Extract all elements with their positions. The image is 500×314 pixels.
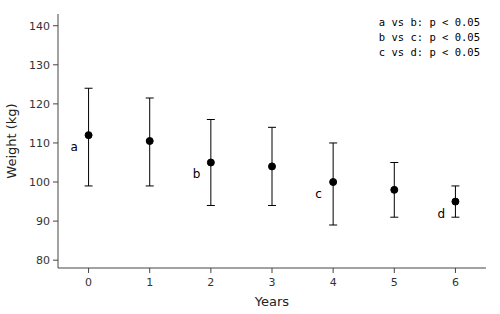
point	[452, 198, 459, 205]
y-tick-label: 140	[29, 20, 50, 33]
x-tick-label: 5	[391, 276, 398, 289]
error-bar	[390, 162, 398, 217]
x-tick	[272, 268, 273, 273]
error-bar-cap	[451, 185, 459, 186]
point-label: b	[193, 167, 201, 181]
x-tick-label: 1	[146, 276, 153, 289]
y-tick-label: 90	[36, 215, 50, 228]
x-axis-label: Years	[254, 294, 290, 309]
y-tick	[53, 221, 58, 222]
error-bar-cap	[329, 225, 337, 226]
error-bar-cap	[85, 185, 93, 186]
y-tick-label: 100	[29, 176, 50, 189]
error-bar	[207, 120, 215, 206]
y-axis-label: Weight (kg)	[4, 103, 19, 178]
y-tick-label: 130	[29, 59, 50, 72]
error-bar-cap	[207, 205, 215, 206]
annotation: c vs d: p < 0.05	[379, 46, 480, 58]
error-bar-cap	[390, 217, 398, 218]
annotation: b vs c: p < 0.05	[379, 31, 480, 43]
point	[269, 163, 276, 170]
error-bar	[268, 127, 276, 205]
y-tick	[53, 25, 58, 26]
y-tick	[53, 103, 58, 104]
y-tick-label: 120	[29, 98, 50, 111]
error-bar-cap	[146, 185, 154, 186]
chart: 0 1 2 3 4 5 6 80 90 100 110 120 130 140 Years Weight (k…	[0, 0, 500, 314]
x-tick	[88, 268, 89, 273]
annotation: a vs b: p < 0.05	[379, 16, 480, 28]
chart-container: 0 1 2 3 4 5 6 80 90 100 110 120 130 140 Years Weight (k…	[0, 0, 500, 314]
x-tick	[394, 268, 395, 273]
y-tick-label: 110	[29, 137, 50, 150]
y-tick	[53, 142, 58, 143]
point	[207, 159, 214, 166]
point	[391, 186, 398, 193]
y-axis-line	[58, 14, 59, 268]
x-tick	[210, 268, 211, 273]
x-tick	[455, 268, 456, 273]
x-tick	[333, 268, 334, 273]
error-bar-cap	[85, 88, 93, 89]
point-label: d	[437, 207, 445, 221]
error-bar	[329, 143, 337, 225]
point	[330, 179, 337, 186]
point	[85, 132, 92, 139]
point	[146, 138, 153, 145]
error-bar-cap	[390, 162, 398, 163]
error-bar-cap	[268, 205, 276, 206]
y-tick	[53, 64, 58, 65]
error-bar	[146, 98, 154, 186]
plot-area	[85, 88, 460, 225]
x-tick-label: 6	[452, 276, 459, 289]
error-bar	[451, 186, 459, 217]
error-bar-cap	[329, 142, 337, 143]
error-bar-cap	[207, 119, 215, 120]
x-tick-label: 3	[269, 276, 276, 289]
point-label: c	[315, 187, 322, 201]
y-tick	[53, 260, 58, 261]
point-label: a	[71, 140, 78, 154]
y-tick	[53, 182, 58, 183]
x-tick	[149, 268, 150, 273]
error-bar	[85, 88, 93, 186]
x-tick-label: 2	[207, 276, 214, 289]
x-tick-label: 0	[85, 276, 92, 289]
error-bar-cap	[146, 98, 154, 99]
error-bar-cap	[268, 127, 276, 128]
error-bar-cap	[451, 217, 459, 218]
x-tick-label: 4	[330, 276, 337, 289]
y-tick-label: 80	[36, 254, 50, 267]
